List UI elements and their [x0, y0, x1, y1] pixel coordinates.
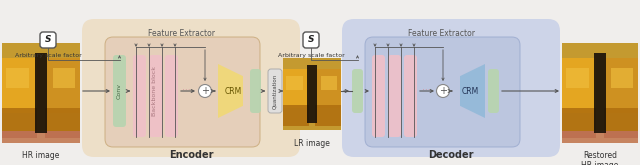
Text: Restored
HR image: Restored HR image	[581, 151, 619, 165]
FancyBboxPatch shape	[133, 55, 146, 137]
Text: Arbitrary scale factor: Arbitrary scale factor	[278, 53, 344, 58]
Bar	[594, 53, 606, 133]
FancyBboxPatch shape	[40, 32, 56, 48]
Circle shape	[436, 84, 449, 98]
Text: CRM: CRM	[461, 86, 479, 96]
Bar	[2, 108, 37, 138]
FancyBboxPatch shape	[372, 55, 385, 137]
FancyBboxPatch shape	[342, 19, 560, 157]
Polygon shape	[460, 64, 485, 118]
Text: ···: ···	[422, 86, 430, 96]
FancyBboxPatch shape	[388, 55, 401, 137]
Bar	[52, 68, 74, 88]
Bar	[566, 68, 589, 88]
Bar	[35, 53, 47, 133]
Text: Arbitrary scale factor: Arbitrary scale factor	[15, 53, 81, 58]
Bar	[562, 58, 596, 113]
Bar	[283, 105, 309, 126]
FancyBboxPatch shape	[404, 55, 417, 137]
FancyBboxPatch shape	[268, 69, 282, 113]
Text: S: S	[45, 35, 51, 45]
Text: CRM: CRM	[225, 86, 242, 96]
Text: S: S	[308, 35, 314, 45]
Text: +: +	[201, 85, 209, 96]
FancyBboxPatch shape	[165, 55, 178, 137]
Text: Feature Extractor: Feature Extractor	[408, 30, 476, 38]
Polygon shape	[218, 64, 243, 118]
Text: Backbone block: Backbone block	[152, 66, 157, 116]
Text: Encoder: Encoder	[169, 150, 213, 160]
Text: +: +	[439, 85, 447, 96]
Bar	[6, 68, 29, 88]
FancyBboxPatch shape	[303, 32, 319, 48]
Bar	[286, 76, 303, 90]
Text: HR image: HR image	[22, 151, 60, 160]
Bar	[45, 108, 80, 138]
Bar	[2, 131, 80, 143]
Bar	[283, 58, 341, 130]
FancyBboxPatch shape	[365, 37, 520, 147]
Bar	[611, 68, 633, 88]
FancyBboxPatch shape	[250, 69, 261, 113]
Text: Conv: Conv	[117, 83, 122, 99]
Bar	[307, 65, 317, 123]
Bar	[315, 105, 341, 126]
Bar	[562, 108, 596, 138]
FancyBboxPatch shape	[149, 55, 162, 137]
Text: ···: ···	[182, 86, 190, 96]
Circle shape	[198, 84, 211, 98]
FancyBboxPatch shape	[488, 69, 499, 113]
Bar	[604, 58, 638, 113]
Bar	[2, 58, 37, 113]
Bar	[45, 58, 80, 113]
FancyBboxPatch shape	[352, 69, 363, 113]
Bar	[604, 108, 638, 138]
Bar	[562, 43, 638, 143]
Text: Quantization: Quantization	[273, 73, 278, 109]
FancyBboxPatch shape	[113, 55, 126, 127]
Bar	[321, 76, 337, 90]
FancyBboxPatch shape	[105, 37, 260, 147]
Bar	[315, 69, 341, 108]
FancyBboxPatch shape	[82, 19, 300, 157]
Bar	[283, 69, 309, 108]
Bar	[562, 131, 638, 143]
Text: LR image: LR image	[294, 139, 330, 148]
Text: Feature Extractor: Feature Extractor	[148, 30, 216, 38]
Text: Decoder: Decoder	[428, 150, 474, 160]
Bar	[2, 43, 80, 143]
